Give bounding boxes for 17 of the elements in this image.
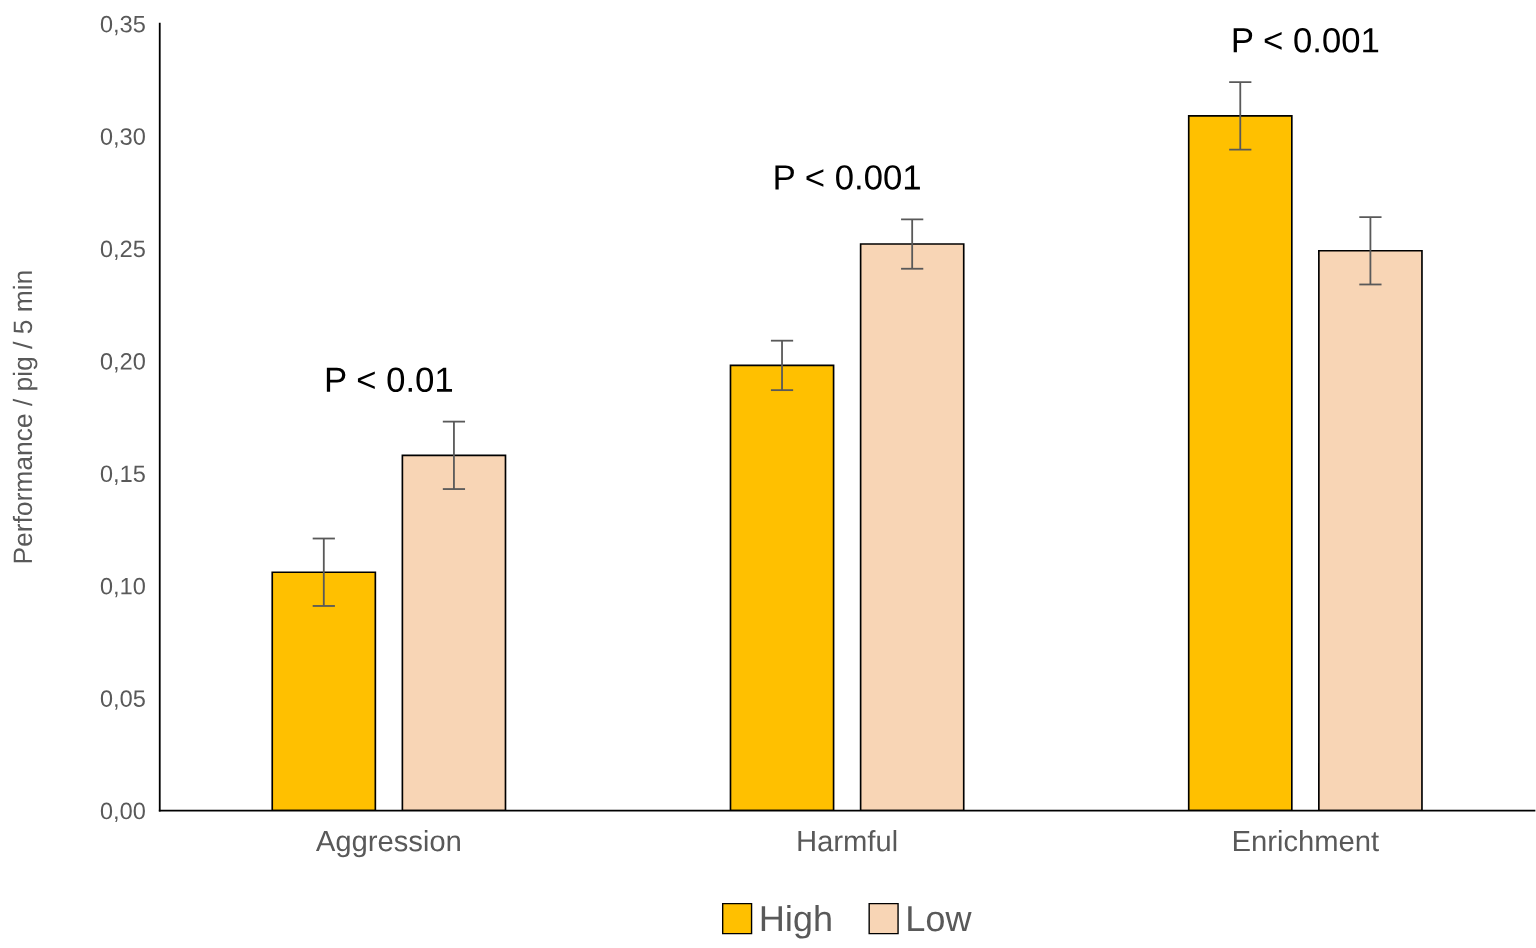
y-tick-label: 0,35 (100, 15, 145, 36)
annotation: P < 0.001 (775, 165, 920, 190)
legend-label: Low (908, 906, 972, 932)
y-tick-label: 0,10 (100, 577, 145, 598)
legend-label: High (761, 904, 831, 939)
x-tick-label: Harmful (798, 829, 897, 852)
y-tick-label: 0,05 (100, 690, 145, 710)
y-axis-title: Performance / pig / 5 min (12, 271, 38, 563)
x-tick-label: Enrichment (1233, 829, 1379, 852)
y-tick-label: 0,15 (100, 465, 145, 485)
x-tick-label: Aggression (315, 829, 460, 858)
annotation: P < 0.01 (326, 367, 453, 393)
y-tick-label: 0,00 (100, 802, 145, 823)
y-tick-label: 0,20 (100, 352, 145, 373)
annotation: P < 0.001 (1233, 28, 1379, 53)
y-tick-label: 0,30 (100, 128, 145, 148)
y-tick-label: 0,25 (100, 240, 145, 261)
